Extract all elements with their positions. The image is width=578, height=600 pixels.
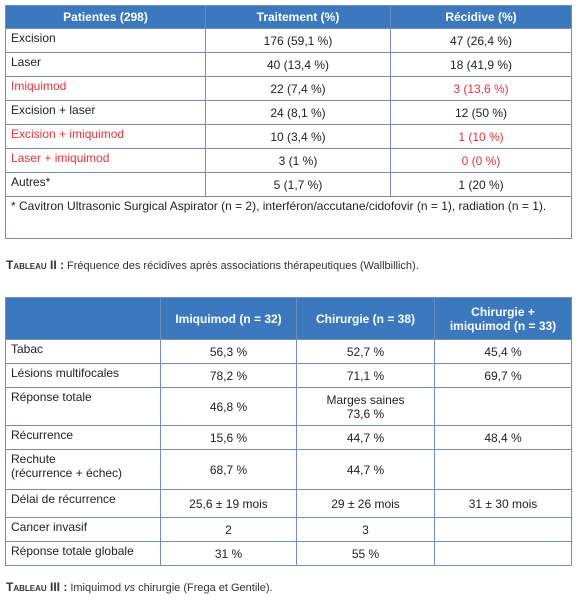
cell: 24 (8,1 %)	[205, 100, 391, 125]
table-recidives: Patientes (298) Traitement (%) Récidive (%…	[5, 5, 572, 239]
table-row: Cancer invasif 2 3	[5, 517, 572, 542]
cell: 31 ± 30 mois	[434, 489, 572, 518]
table-row: Laser + imiquimod 3 (1 %) 0 (0 %)	[5, 148, 572, 173]
cell: 78,2 %	[160, 363, 297, 388]
cell: 48,4 %	[434, 425, 572, 450]
cell	[434, 449, 572, 490]
cell: Laser + imiquimod	[5, 148, 206, 173]
header-cell: Traitement (%)	[205, 5, 391, 29]
cell: 1 (10 %)	[390, 124, 572, 149]
table-row: Réponse totale 46,8 % Marges saines 73,6 %	[5, 387, 572, 426]
header-cell: Chirurgie + imiquimod (n = 33)	[434, 297, 572, 340]
header-cell: Patientes (298)	[5, 5, 206, 29]
cell: Délai de récurrence	[5, 489, 161, 518]
header-line: Chirurgie +	[471, 304, 535, 319]
cell-line: Rechute	[11, 452, 56, 466]
table-row: Imiquimod 22 (7,4 %) 3 (13,6 %)	[5, 76, 572, 101]
cell: 68,7 %	[160, 449, 297, 490]
table-row: Lésions multifocales 78,2 % 71,1 % 69,7 %	[5, 363, 572, 388]
cell: 176 (59,1 %)	[205, 28, 391, 53]
cell	[434, 387, 572, 426]
cell: Réponse totale	[5, 387, 161, 426]
table-row: Excision 176 (59,1 %) 47 (26,4 %)	[5, 28, 572, 53]
cell: 31 %	[160, 541, 297, 566]
cell: Réponse totale globale	[5, 541, 161, 566]
caption: Tableau II : Fréquence des récidives aprè…	[6, 258, 419, 272]
cell: 46,8 %	[160, 387, 297, 426]
caption: Tableau III : Imiquimod vs chirurgie (Frega…	[6, 580, 273, 594]
table-row: Tabac 56,3 % 52,7 % 45,4 %	[5, 339, 572, 364]
cell: Marges saines 73,6 %	[296, 387, 435, 426]
table-row: Délai de récurrence 25,6 ± 19 mois 29 ± 26…	[5, 489, 572, 518]
caption-label: Tableau III :	[6, 580, 68, 594]
caption-text: Imiquimod	[70, 582, 122, 594]
cell	[434, 517, 572, 542]
header-line: imiquimod (n = 33)	[449, 318, 557, 333]
table-row: Laser 40 (13,4 %) 18 (41,9 %)	[5, 52, 572, 77]
cell: 52,7 %	[296, 339, 435, 364]
cell	[434, 541, 572, 566]
caption-text: Fréquence des récidives après associatio…	[67, 260, 419, 272]
cell: 69,7 %	[434, 363, 572, 388]
cell: 3	[296, 517, 435, 542]
cell: 55 %	[296, 541, 435, 566]
cell: 15,6 %	[160, 425, 297, 450]
header-cell: Récidive (%)	[390, 5, 572, 29]
cell: 18 (41,9 %)	[390, 52, 572, 77]
cell: 3 (13,6 %)	[390, 76, 572, 101]
cell: 45,4 %	[434, 339, 572, 364]
cell: 25,6 ± 19 mois	[160, 489, 297, 518]
cell: Excision	[5, 28, 206, 53]
header-cell	[5, 297, 161, 340]
cell: Récurrence	[5, 425, 161, 450]
cell-line: (récurrence + échec)	[11, 466, 123, 480]
cell: 1 (20 %)	[390, 172, 572, 197]
cell: Lésions multifocales	[5, 363, 161, 388]
caption-italic: vs	[124, 582, 136, 594]
table-row: Autres* 5 (1,7 %) 1 (20 %)	[5, 172, 572, 197]
cell: 44,7 %	[296, 425, 435, 450]
table-row: Réponse totale globale 31 % 55 %	[5, 541, 572, 566]
cell: 2	[160, 517, 297, 542]
cell: 71,1 %	[296, 363, 435, 388]
cell: 10 (3,4 %)	[205, 124, 391, 149]
cell: Excision + imiquimod	[5, 124, 206, 149]
cell: 29 ± 26 mois	[296, 489, 435, 518]
cell: Tabac	[5, 339, 161, 364]
cell: Excision + laser	[5, 100, 206, 125]
table-row: Récurrence 15,6 % 44,7 % 48,4 %	[5, 425, 572, 450]
cell-line: 73,6 %	[346, 406, 385, 421]
cell: 22 (7,4 %)	[205, 76, 391, 101]
table-row: Excision + laser 24 (8,1 %) 12 (50 %)	[5, 100, 572, 125]
cell: Autres*	[5, 172, 206, 197]
cell: Laser	[5, 52, 206, 77]
cell: 5 (1,7 %)	[205, 172, 391, 197]
cell: 40 (13,4 %)	[205, 52, 391, 77]
cell: 47 (26,4 %)	[390, 28, 572, 53]
cell: 44,7 %	[296, 449, 435, 490]
table-row: Excision + imiquimod 10 (3,4 %) 1 (10 %)	[5, 124, 572, 149]
cell: 3 (1 %)	[205, 148, 391, 173]
header-cell: Imiquimod (n = 32)	[160, 297, 297, 340]
table-row: Rechute (récurrence + échec) 68,7 % 44,7 %	[5, 449, 572, 490]
cell: 12 (50 %)	[390, 100, 572, 125]
cell: 0 (0 %)	[390, 148, 572, 173]
header-cell: Chirurgie (n = 38)	[296, 297, 435, 340]
cell: Rechute (récurrence + échec)	[5, 449, 161, 490]
cell: Cancer invasif	[5, 517, 161, 542]
caption-label: Tableau II :	[6, 258, 64, 272]
table-comparaison: Imiquimod (n = 32) Chirurgie (n = 38) Chir…	[5, 297, 572, 566]
cell: 56,3 %	[160, 339, 297, 364]
cell: Imiquimod	[5, 76, 206, 101]
footnote: * Cavitron Ultrasonic Surgical Aspirator…	[5, 196, 572, 239]
cell-line: Marges saines	[326, 392, 405, 407]
caption-text: chirurgie (Frega et Gentile).	[138, 582, 273, 594]
